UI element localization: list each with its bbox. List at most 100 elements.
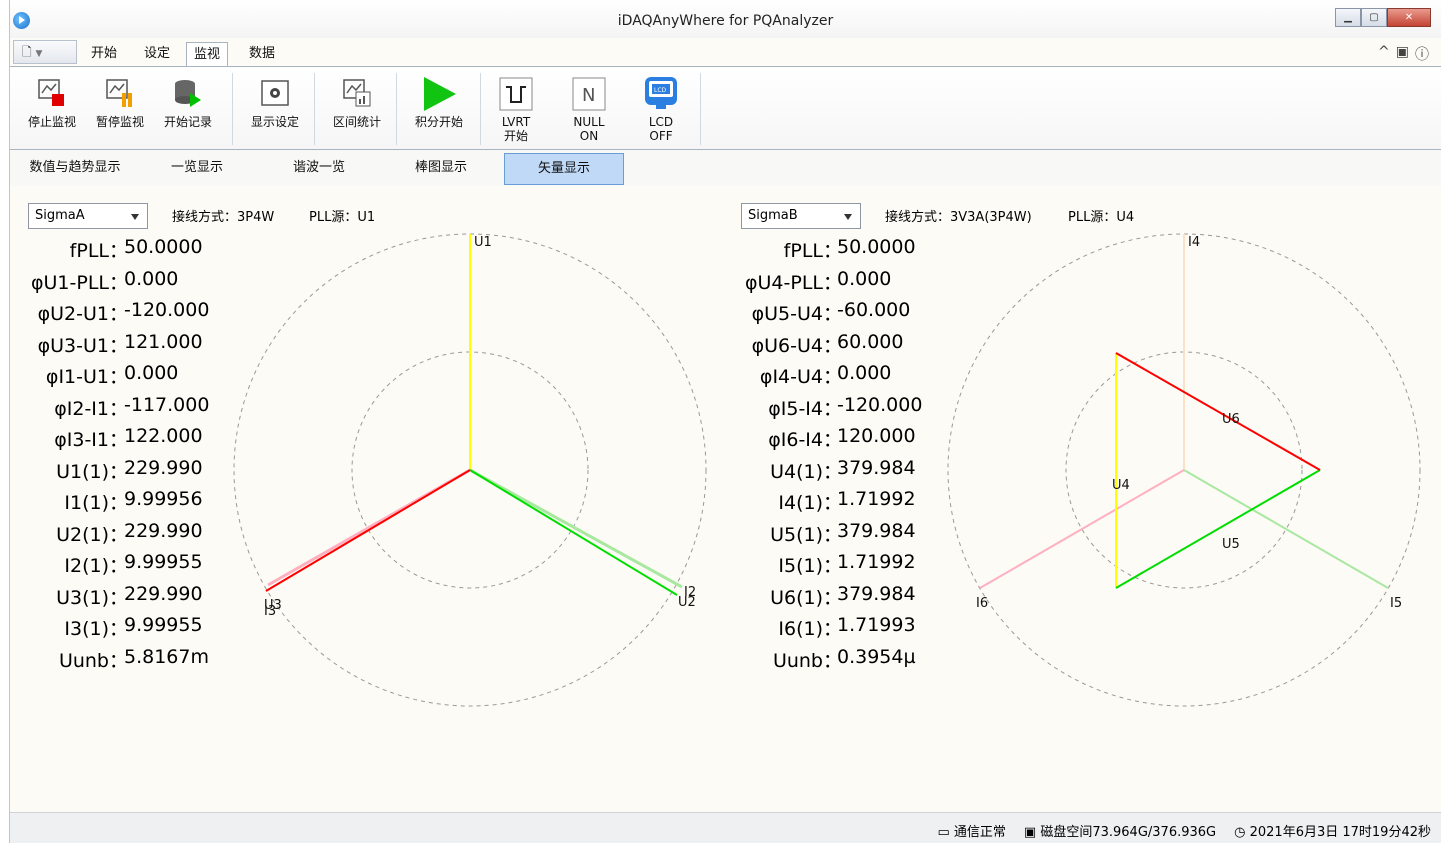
pause-monitor-button[interactable]: 暂停监视 — [88, 73, 152, 147]
comm-status-text: 通信正常 — [953, 825, 1006, 840]
lvrt-start-label: LVRT 开始 — [501, 115, 531, 143]
measurement-label: U1(1)： — [56, 460, 128, 483]
measurement-label: Uunb： — [772, 649, 842, 672]
svg-text:LCD: LCD — [654, 87, 667, 94]
null-on-label: NULL ON — [573, 115, 605, 143]
measurement-label: φU6-U4： — [751, 334, 842, 357]
label-i3: I3 — [264, 604, 276, 619]
wiring-b: 接线方式：3V3A(3P4W) — [885, 210, 1032, 225]
interval-stats-button[interactable]: 区间统计 — [322, 73, 392, 147]
measurement-value: 229.990 — [124, 582, 203, 605]
window-title: iDAQAnyWhere for PQAnalyzer — [617, 13, 834, 29]
tab-data[interactable]: 数据 — [249, 45, 276, 60]
measurement-row: φU4-PLL： 0.000 — [720, 268, 1020, 298]
measurement-row: I6(1)： 1.71993 — [720, 614, 1020, 644]
tab-monitor[interactable]: 监视 — [186, 42, 229, 67]
stop-monitor-button[interactable]: 停止监视 — [20, 73, 84, 147]
measurement-value: 121.000 — [124, 330, 203, 353]
lcd-monitor-icon: LCD — [644, 77, 678, 111]
measurement-label: I1(1)： — [64, 492, 128, 514]
tab-vector[interactable]: 矢量显示 — [504, 153, 624, 185]
measurement-row: φI4-U4： 0.000 — [720, 362, 1020, 392]
measurement-label: φU3-U1： — [37, 334, 128, 357]
label-i2: I2 — [684, 585, 696, 600]
tab-value-trend[interactable]: 数值与趋势显示 — [29, 160, 121, 175]
measurement-value: 0.000 — [124, 362, 179, 384]
outer-ring — [947, 233, 1421, 707]
measurement-row: φU6-U4： 60.000 — [720, 331, 1020, 361]
measurement-row: I4(1)： 1.71992 — [720, 488, 1020, 518]
display-settings-button[interactable]: 显示设定 — [240, 73, 310, 147]
tab-settings[interactable]: 设定 — [144, 45, 171, 60]
close-button[interactable]: ✕ — [1387, 8, 1431, 27]
sigma-a-value: SigmaA — [35, 208, 85, 223]
measurement-value: 9.99955 — [124, 614, 203, 636]
tab-harmonics[interactable]: 谐波一览 — [292, 160, 345, 175]
vector-u5 — [1115, 469, 1321, 589]
maximize-button[interactable]: ▢ — [1361, 8, 1387, 27]
vector-display-area: SigmaA 接线方式：3P4W PLL源：U1 SigmaB 接线方式：3V3… — [10, 186, 1441, 812]
integral-start-button[interactable]: 积分开始 — [404, 73, 474, 147]
measurement-value: -120.000 — [837, 393, 923, 416]
network-icon: ▭ — [937, 825, 950, 840]
help-icon[interactable]: ⓘ — [1415, 47, 1429, 63]
clock-status: ◷ 2021年6月3日 17时19分42秒 — [1234, 821, 1431, 840]
measurement-value: 50.0000 — [837, 236, 916, 258]
sigma-a-select[interactable]: SigmaA — [28, 203, 148, 229]
tab-overview[interactable]: 一览显示 — [170, 160, 223, 175]
sigma-b-select[interactable]: SigmaB — [741, 203, 861, 229]
measurement-value: 0.000 — [837, 267, 892, 290]
stop-monitor-icon — [35, 77, 69, 111]
measurement-row: I5(1)： 1.71992 — [720, 551, 1020, 581]
vector-i5 — [1183, 469, 1389, 589]
chevron-down-icon: ▼ — [35, 49, 43, 59]
measurement-value: 379.984 — [837, 519, 916, 542]
dropdown-arrow-icon — [844, 214, 852, 220]
vector-u6 — [1115, 352, 1321, 471]
measurement-row: φU1-PLL： 0.000 — [10, 268, 310, 298]
lvrt-start-button[interactable]: LVRT 开始 — [487, 73, 545, 147]
measurement-label: φU4-PLL： — [744, 271, 842, 294]
measurement-value: 9.99956 — [124, 488, 203, 510]
label-u2: U2 — [678, 595, 696, 610]
measurement-label: φI3-I1： — [54, 429, 128, 451]
measurement-value: 0.000 — [124, 267, 179, 290]
tab-start[interactable]: 开始 — [91, 45, 118, 60]
wiring-a: 接线方式：3P4W — [172, 210, 275, 225]
measurement-label: fPLL： — [783, 240, 842, 262]
measurement-row: U1(1)： 229.990 — [10, 457, 310, 487]
clock-status-text: 2021年6月3日 17时19分42秒 — [1249, 825, 1431, 840]
quick-access-button[interactable]: 🗋 ▼ — [13, 40, 77, 64]
start-record-button[interactable]: 开始记录 — [156, 73, 220, 147]
null-on-button[interactable]: N NULL ON — [560, 73, 618, 147]
measurement-row: φU5-U4： -60.000 — [720, 299, 1020, 329]
measurement-row: fPLL： 50.0000 — [720, 236, 1020, 266]
lcd-off-button[interactable]: LCD LCD OFF — [632, 73, 690, 147]
measurement-value: -120.000 — [124, 299, 210, 321]
minimize-button[interactable]: ▁ — [1335, 8, 1361, 27]
measurement-value: 120.000 — [837, 425, 916, 447]
dropdown-arrow-icon — [131, 214, 139, 220]
measurement-value: 379.984 — [837, 582, 916, 605]
save-icon[interactable]: ▣ — [1395, 44, 1409, 60]
pause-monitor-label: 暂停监视 — [95, 115, 144, 129]
measurement-row: I3(1)： 9.99955 — [10, 614, 310, 644]
label-u1: U1 — [474, 235, 492, 250]
measurement-value: 1.71992 — [837, 551, 916, 573]
measurement-row: U2(1)： 229.990 — [10, 520, 310, 550]
measurement-row: φU2-U1： -120.000 — [10, 299, 310, 329]
measurement-label: φI4-U4： — [759, 366, 842, 388]
label-u3: U3 — [264, 598, 282, 613]
measurement-value: 1.71992 — [837, 488, 916, 510]
clock-icon: ◷ — [1234, 825, 1246, 840]
measurement-value: 122.000 — [124, 425, 203, 447]
measurement-label: U6(1)： — [770, 586, 842, 609]
phasor-diagram-a: U1 I2 U2 U3 I3 — [233, 233, 707, 707]
collapse-ribbon-icon[interactable]: ^ — [1378, 44, 1390, 60]
title-bar: iDAQAnyWhere for PQAnalyzer ▁ ▢ ✕ — [10, 0, 1441, 38]
measurement-label: I4(1)： — [778, 492, 842, 514]
app-logo-icon[interactable] — [13, 12, 30, 29]
measurement-row: φI1-U1： 0.000 — [10, 362, 310, 392]
pll-source-a: PLL源：U1 — [309, 210, 376, 225]
tab-bar-graph[interactable]: 棒图显示 — [414, 160, 467, 175]
